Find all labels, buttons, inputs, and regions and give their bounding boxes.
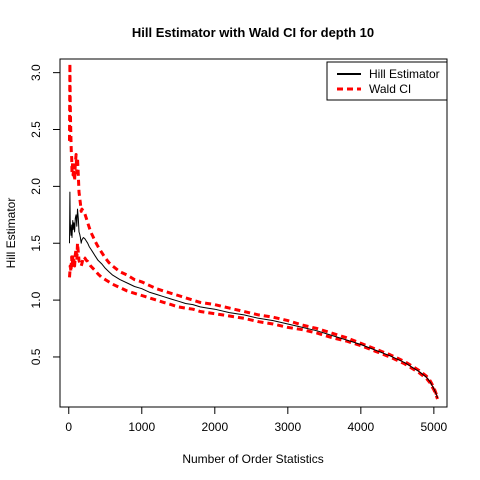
x-tick-label: 4000 — [347, 420, 374, 434]
y-axis-label: Hill Estimator — [4, 198, 18, 269]
legend-box — [326, 61, 448, 101]
x-tick-label: 0 — [65, 420, 72, 434]
y-tick-label: 3.0 — [29, 64, 43, 81]
wald-ci-lower-line — [68, 241, 439, 400]
legend: Hill Estimator Wald CI — [326, 61, 448, 101]
x-tick-label: 3000 — [274, 420, 301, 434]
x-axis: 0 1000 2000 3000 4000 5000 — [65, 406, 448, 434]
y-tick-label: 2.5 — [29, 121, 43, 138]
y-tick-label: 1.0 — [29, 291, 43, 308]
x-tick-label: 1000 — [128, 420, 155, 434]
y-tick-label: 1.5 — [29, 235, 43, 252]
wald-ci-upper-line — [68, 62, 439, 399]
legend-label-hill-estimator: Hill Estimator — [369, 67, 440, 81]
x-axis-label: Number of Order Statistics — [182, 452, 323, 466]
plot-lines — [68, 62, 439, 400]
hill-estimator-line — [69, 191, 438, 399]
y-tick-label: 2.0 — [29, 178, 43, 195]
y-tick-label: 0.5 — [29, 348, 43, 365]
x-tick-label: 2000 — [201, 420, 228, 434]
y-axis: 0.5 1.0 1.5 2.0 2.5 3.0 — [29, 64, 61, 365]
chart-title: Hill Estimator with Wald CI for depth 10 — [132, 25, 374, 40]
x-tick-label: 5000 — [421, 420, 448, 434]
legend-label-wald-ci: Wald CI — [369, 82, 411, 96]
